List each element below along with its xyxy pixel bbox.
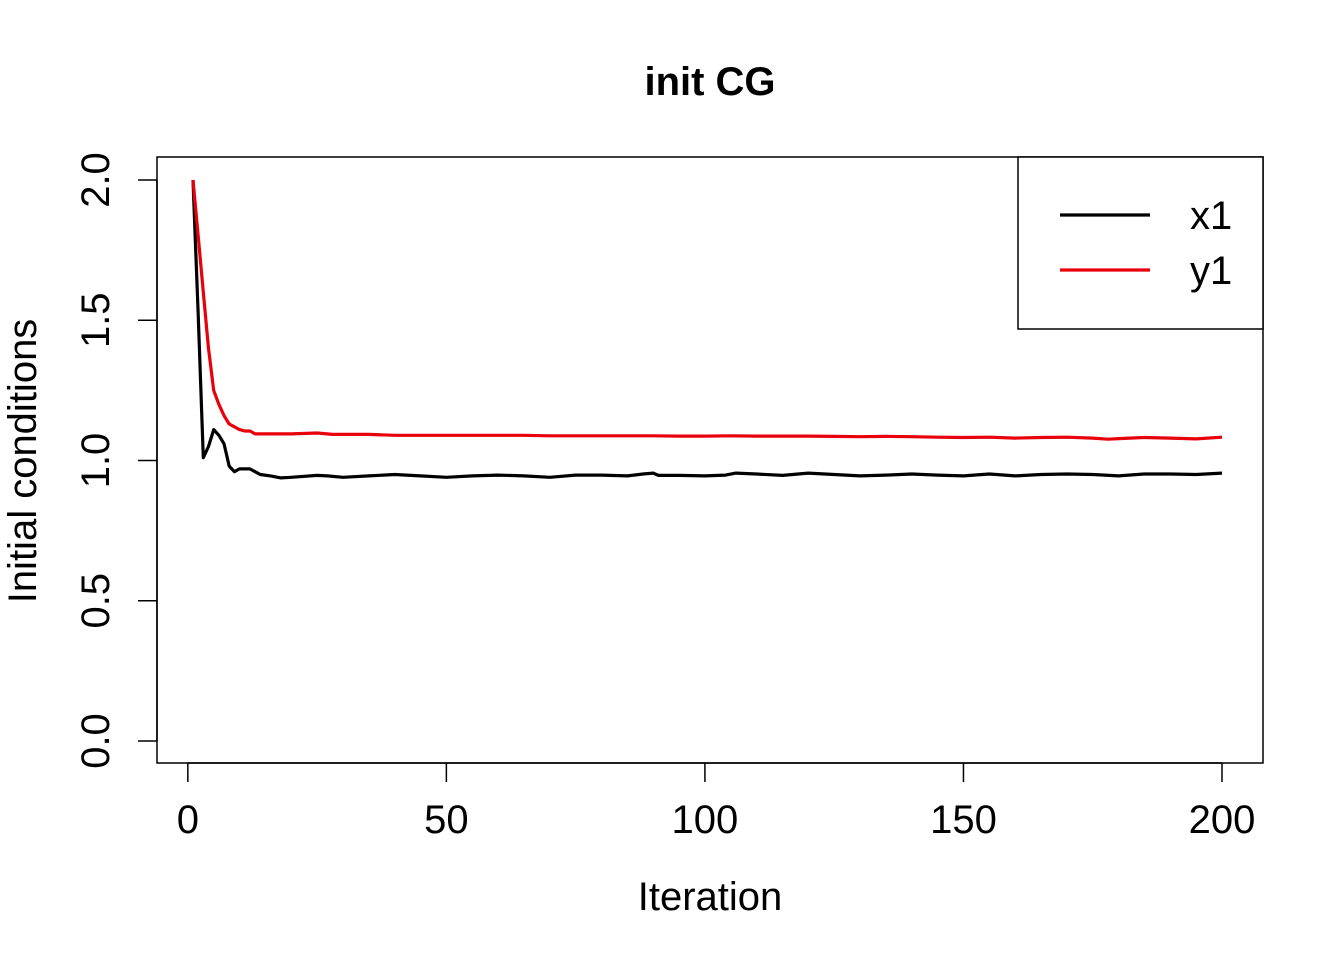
chart-title: init CG	[644, 60, 775, 104]
legend-box	[1017, 156, 1264, 330]
series-line-y1	[191, 179, 1223, 441]
x-tick-label: 0	[177, 798, 199, 842]
y-tick-label: 1.0	[74, 433, 118, 489]
y-axis-label: Initial conditions	[1, 319, 45, 604]
y-tick-label: 0.0	[74, 713, 118, 769]
x-axis: 0 50 100 150 200	[177, 762, 1256, 842]
x-tick-label: 50	[424, 798, 469, 842]
x-tick-label: 200	[1189, 798, 1256, 842]
series-layer	[191, 179, 1223, 480]
x-tick-label: 100	[672, 798, 739, 842]
series-line-x1	[191, 179, 1223, 480]
x-tick-label: 150	[930, 798, 997, 842]
legend-label-y1: y1	[1190, 249, 1232, 293]
y-axis: 0.0 0.5 1.0 1.5 2.0	[74, 152, 158, 769]
legend-label-x1: x1	[1190, 194, 1232, 238]
y-tick-label: 0.5	[74, 573, 118, 629]
x-axis-label: Iteration	[638, 875, 783, 919]
y-tick-label: 2.0	[74, 152, 118, 208]
y-tick-label: 1.5	[74, 292, 118, 348]
